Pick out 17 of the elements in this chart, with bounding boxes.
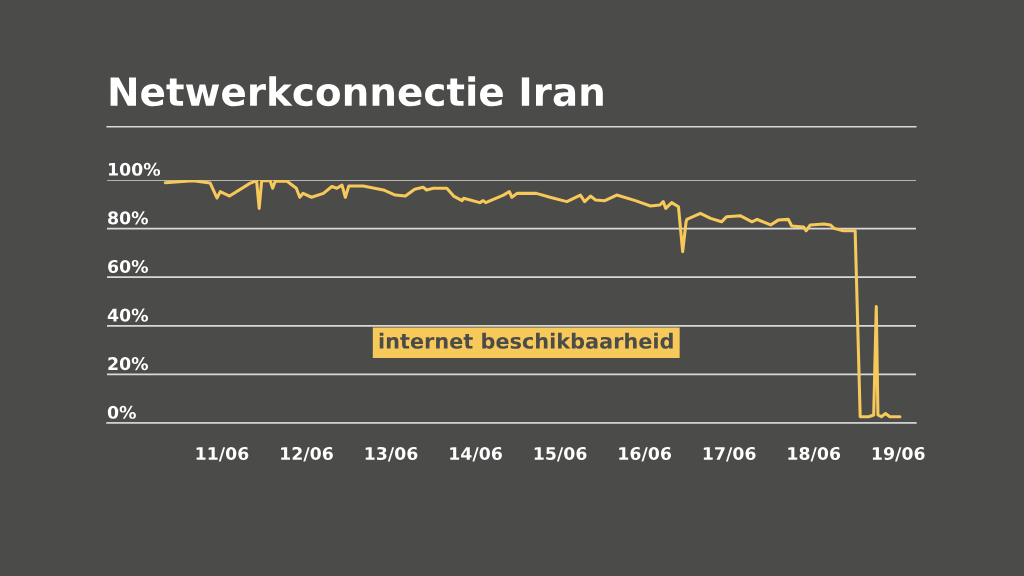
x-tick-label: 19/06: [872, 446, 925, 462]
y-tick-label: 40%: [107, 308, 149, 322]
y-tick-label: 60%: [108, 259, 149, 274]
x-tick-label: 11/06: [196, 446, 249, 462]
text: internet beschikbaarheid: [379, 332, 673, 349]
x-tick-label: 15/06: [534, 446, 587, 462]
x-tick-label: 14/06: [450, 446, 502, 462]
y-tick-label: 0%: [107, 405, 136, 419]
chart-title: Netwerkconnectie Iran: [110, 76, 603, 107]
y-tick-label: 20%: [108, 357, 149, 371]
x-tick-label: 13/06: [365, 446, 418, 462]
x-tick-label: 18/06: [788, 446, 841, 462]
y-tick-label: 80%: [108, 211, 149, 225]
x-tick-label: 17/06: [703, 446, 756, 462]
x-tick-label: 12/06: [281, 446, 333, 462]
y-tick-label: 100%: [108, 162, 161, 176]
x-tick-label: 16/06: [619, 446, 672, 462]
